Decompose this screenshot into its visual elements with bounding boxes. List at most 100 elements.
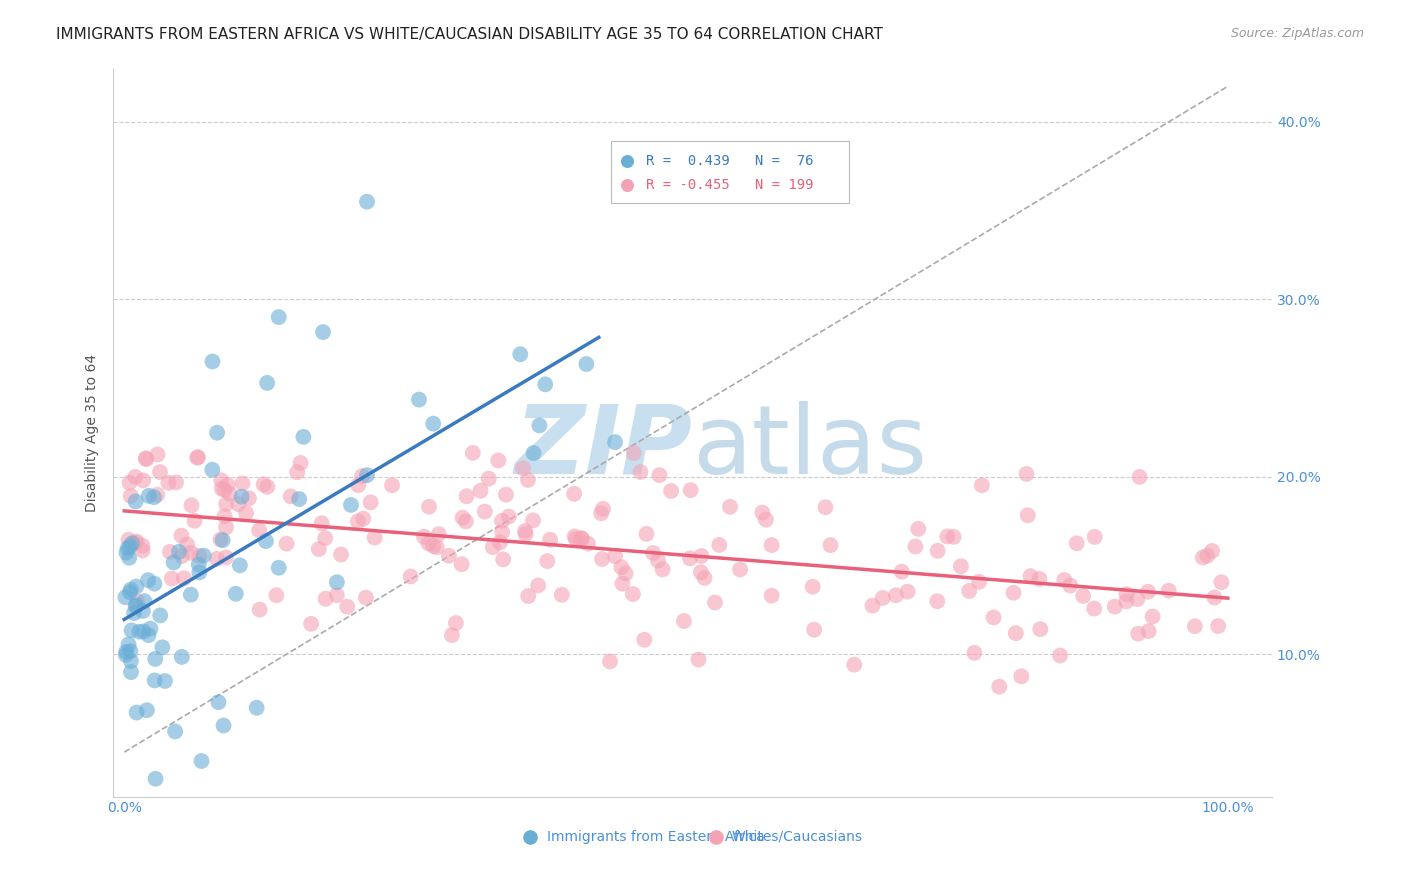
Point — [276, 537, 298, 551]
Point — [117, 541, 139, 556]
Point — [187, 450, 209, 465]
Point — [266, 588, 288, 602]
Point — [679, 483, 702, 497]
Point — [872, 591, 894, 605]
Point — [498, 509, 520, 524]
Point — [336, 599, 359, 614]
Point — [1128, 470, 1150, 484]
Point — [495, 488, 517, 502]
Point — [751, 506, 773, 520]
Point — [491, 525, 513, 540]
Point — [170, 649, 193, 664]
Point — [517, 473, 540, 487]
Point — [142, 490, 165, 504]
Point — [201, 354, 224, 368]
Point — [193, 549, 215, 563]
Point — [614, 566, 637, 581]
Point — [143, 576, 166, 591]
Point — [927, 544, 949, 558]
Point — [132, 624, 155, 639]
Point — [231, 476, 253, 491]
Text: Whites/Caucasians: Whites/Caucasians — [733, 830, 863, 844]
Point — [252, 477, 274, 491]
Point — [426, 541, 449, 555]
Point — [527, 578, 550, 592]
Point — [513, 524, 536, 538]
Point — [183, 514, 205, 528]
Point — [591, 552, 613, 566]
Point — [659, 483, 682, 498]
Point — [356, 468, 378, 483]
Point — [285, 465, 308, 479]
Point — [136, 573, 159, 587]
Point — [515, 527, 537, 541]
Point — [360, 495, 382, 509]
Point — [340, 498, 363, 512]
Point — [551, 588, 574, 602]
Point — [1017, 508, 1039, 523]
Point — [1126, 592, 1149, 607]
Point — [187, 558, 209, 572]
Point — [1010, 669, 1032, 683]
Point — [145, 772, 167, 786]
Text: R = -0.455   N = 199: R = -0.455 N = 199 — [647, 178, 814, 192]
Point — [299, 616, 322, 631]
Point — [470, 483, 492, 498]
Point — [188, 549, 211, 563]
Point — [211, 533, 233, 548]
Point — [217, 478, 239, 492]
Y-axis label: Disability Age 35 to 64: Disability Age 35 to 64 — [86, 353, 100, 512]
Point — [418, 500, 440, 514]
Point — [1211, 575, 1233, 590]
Point — [478, 472, 501, 486]
Point — [139, 622, 162, 636]
Point — [363, 531, 385, 545]
Point — [820, 538, 842, 552]
Point — [1066, 536, 1088, 550]
Point — [1029, 622, 1052, 636]
Point — [115, 546, 138, 560]
Point — [456, 489, 478, 503]
Point — [517, 589, 540, 603]
Point — [679, 551, 702, 566]
Point — [509, 347, 531, 361]
Point — [636, 527, 658, 541]
Point — [207, 695, 229, 709]
Point — [117, 533, 139, 547]
Point — [564, 529, 586, 543]
Point — [1053, 573, 1076, 587]
Point — [1137, 624, 1160, 639]
Point — [235, 506, 257, 520]
Point — [576, 536, 599, 550]
Point — [128, 624, 150, 639]
Point — [489, 535, 512, 549]
Point — [132, 474, 155, 488]
Point — [474, 505, 496, 519]
Point — [486, 453, 509, 467]
Point — [1126, 626, 1149, 640]
Point — [1059, 578, 1081, 592]
Point — [413, 530, 436, 544]
Point — [451, 510, 474, 524]
Point — [180, 546, 202, 560]
Point — [621, 587, 644, 601]
Point — [575, 357, 598, 371]
Point — [538, 533, 561, 547]
Point — [159, 545, 181, 559]
Point — [135, 452, 157, 467]
Point — [127, 594, 149, 608]
Point — [312, 325, 335, 339]
Point — [988, 680, 1011, 694]
Point — [132, 604, 155, 618]
Point — [896, 584, 918, 599]
Point — [437, 549, 460, 563]
Point — [228, 497, 250, 511]
Point — [1071, 589, 1094, 603]
Point — [125, 580, 148, 594]
Point — [218, 487, 240, 501]
Point — [704, 595, 727, 609]
Point — [755, 513, 778, 527]
Point — [143, 652, 166, 666]
Point — [942, 530, 965, 544]
Point — [461, 446, 484, 460]
